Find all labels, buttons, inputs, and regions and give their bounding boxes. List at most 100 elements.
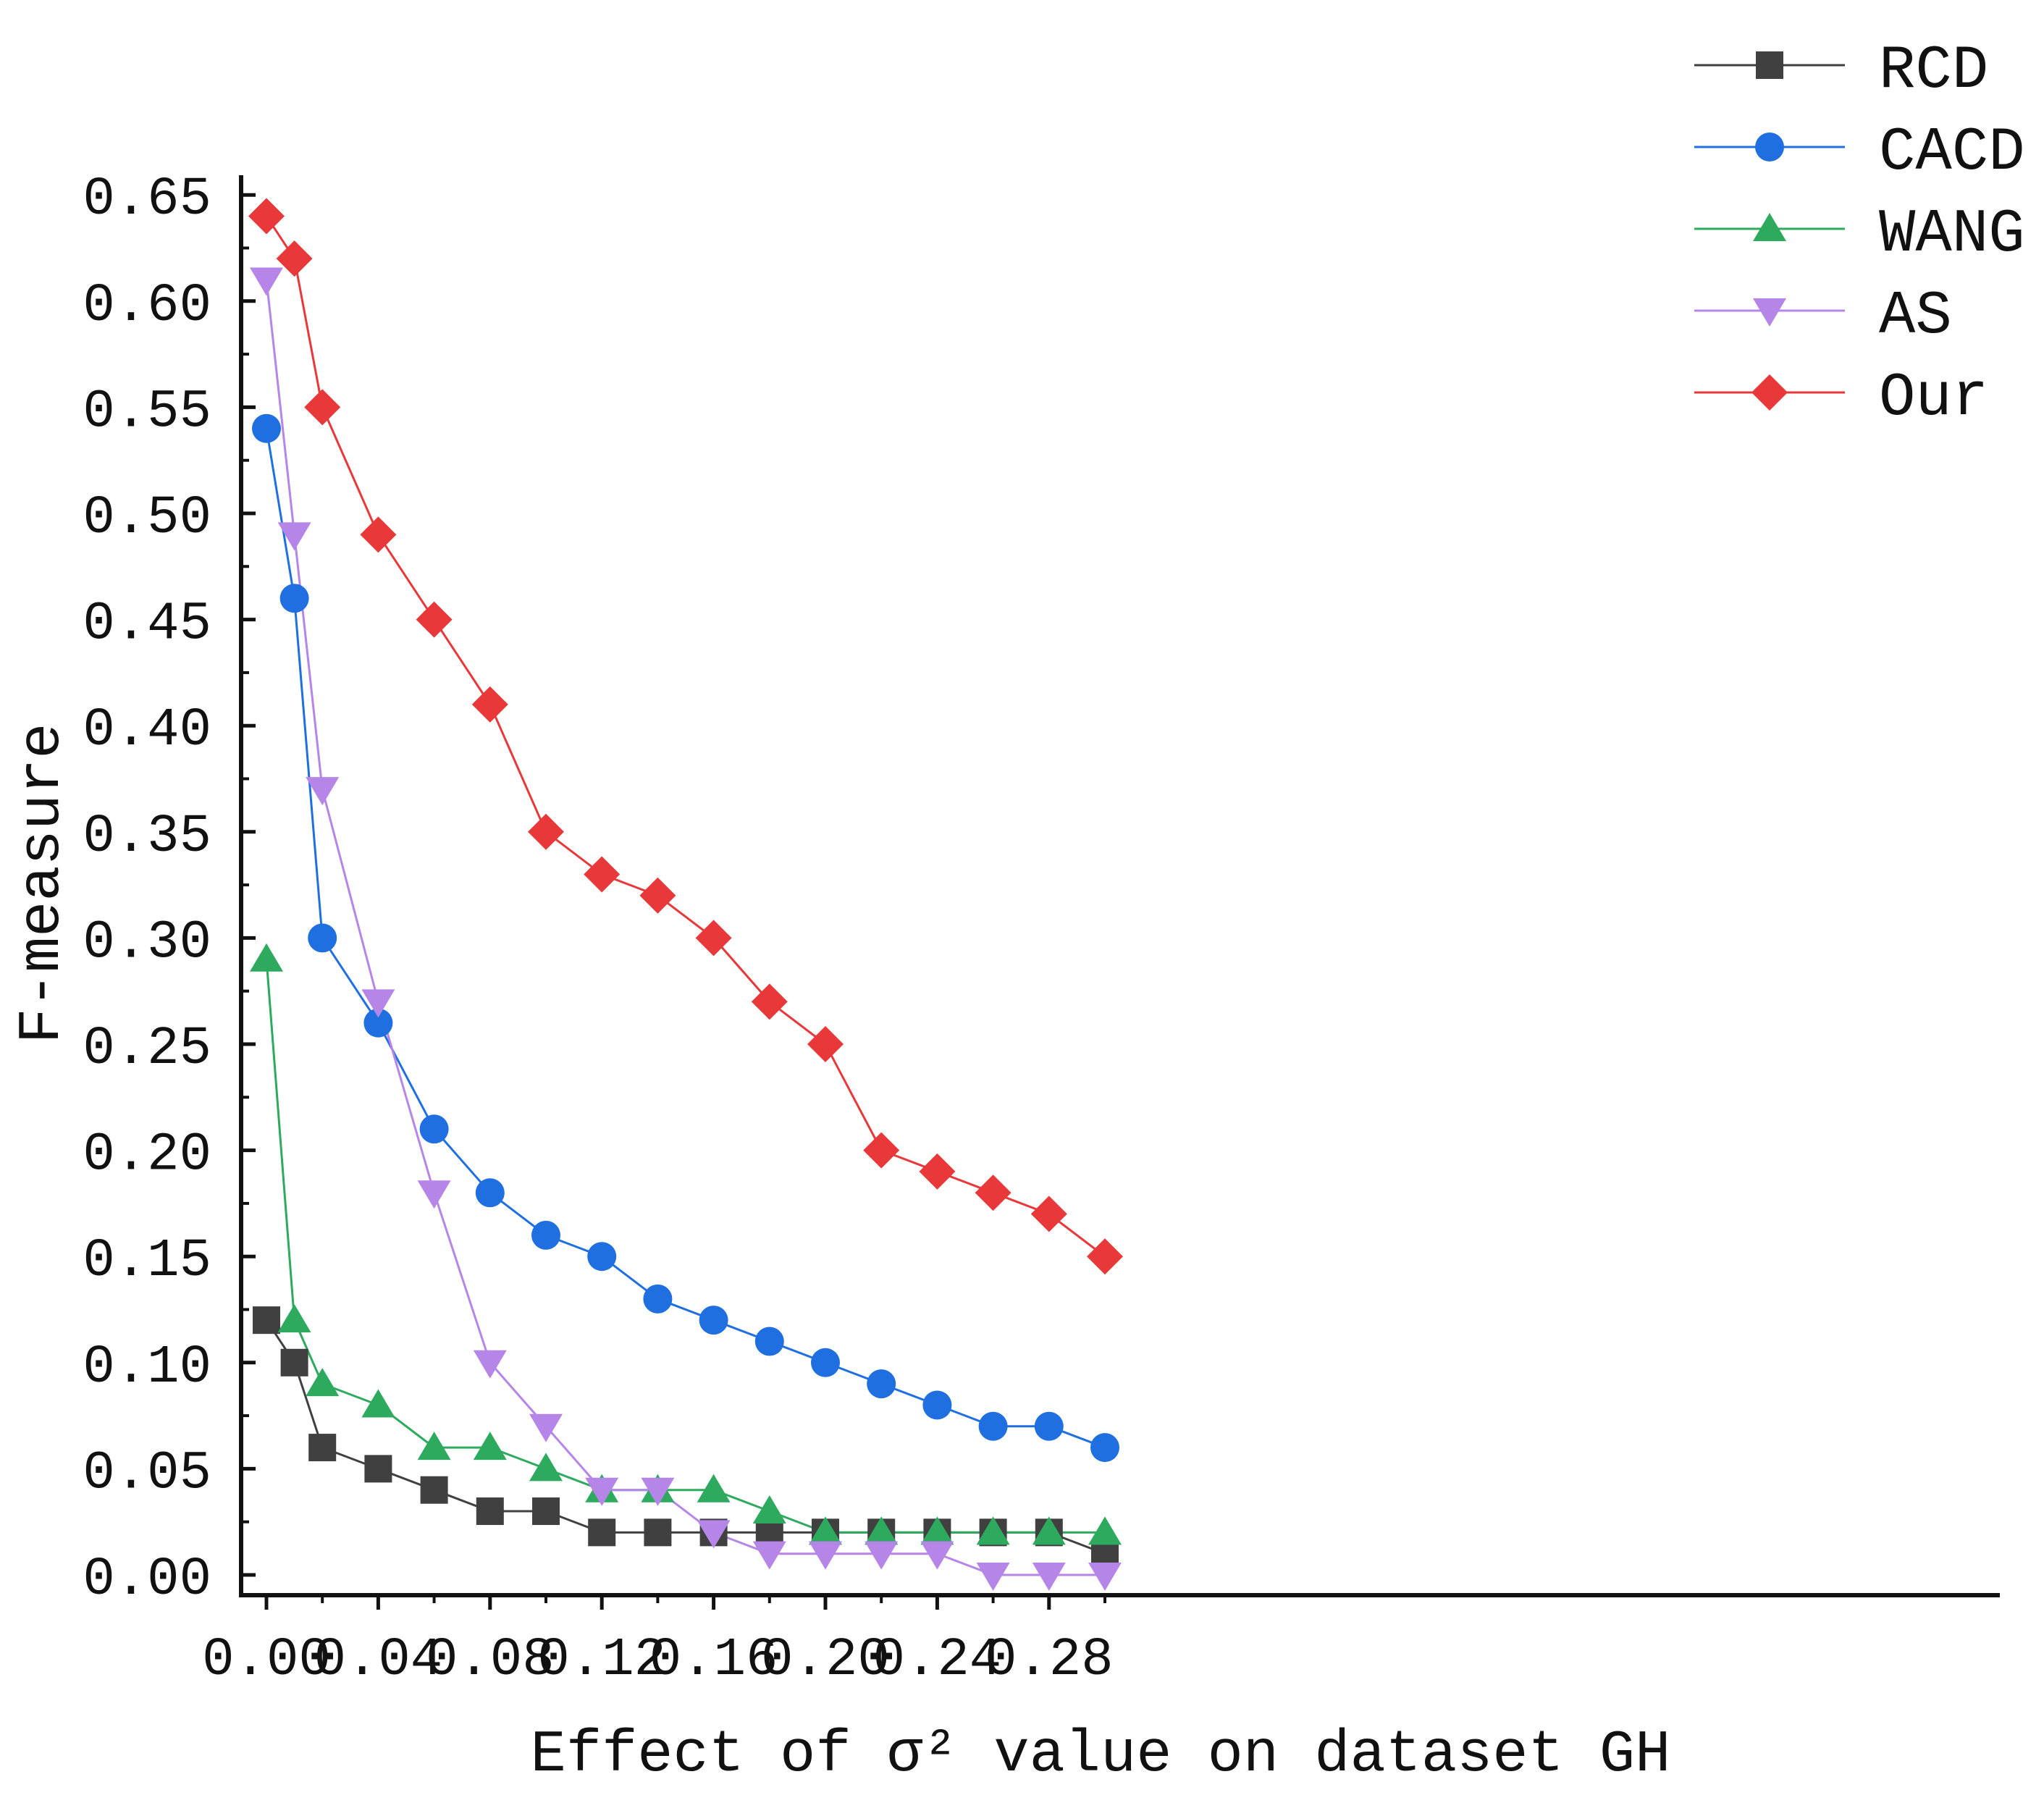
data-point-rcd (280, 1348, 308, 1377)
data-point-as (361, 989, 395, 1018)
data-point-as (920, 1541, 954, 1570)
y-tick-label: 0.10 (83, 1337, 211, 1398)
x-tick-label: 0.04 (314, 1630, 443, 1691)
y-tick-label: 0.55 (83, 382, 211, 442)
data-point-as (809, 1541, 842, 1570)
data-point-our (807, 1026, 844, 1062)
data-point-as (473, 1350, 507, 1379)
legend-label-wang: WANG (1879, 201, 2025, 269)
y-tick-label: 0.25 (83, 1019, 211, 1080)
data-point-rcd (588, 1518, 616, 1547)
data-point-our (919, 1153, 956, 1190)
data-point-our (276, 240, 313, 277)
data-point-wang (1032, 1516, 1066, 1545)
legend-label-cacd: CACD (1879, 119, 2025, 188)
data-point-cacd (811, 1348, 840, 1377)
data-point-cacd (754, 1327, 784, 1356)
data-point-cacd (699, 1306, 728, 1335)
data-point-rcd (476, 1497, 504, 1526)
data-point-cacd (922, 1390, 952, 1420)
y-tick-label: 0.05 (83, 1443, 211, 1504)
data-point-wang (1088, 1516, 1122, 1545)
data-point-wang (250, 943, 283, 972)
data-point-our (471, 686, 508, 723)
data-point-wang (529, 1453, 563, 1482)
series-line-cacd (265, 428, 1106, 1449)
legend-marker-as (1753, 298, 1786, 327)
data-point-as (976, 1563, 1010, 1591)
x-tick-label: 0.08 (426, 1630, 555, 1691)
data-point-wang (306, 1368, 340, 1397)
y-tick-label: 0.00 (83, 1550, 211, 1610)
data-point-our (1030, 1195, 1067, 1232)
data-point-cacd (363, 1008, 393, 1038)
data-point-our (416, 601, 453, 638)
data-point-wang (976, 1516, 1010, 1545)
data-point-as (277, 522, 311, 551)
x-tick-label: 0.16 (649, 1630, 778, 1691)
data-point-our (751, 983, 788, 1020)
series-line-wang (265, 959, 1105, 1534)
x-tick-label: 0.20 (761, 1630, 890, 1691)
x-tick-label: 0.28 (985, 1630, 1114, 1691)
data-point-rcd (420, 1476, 448, 1504)
data-point-as (417, 1180, 451, 1209)
data-point-cacd (279, 584, 309, 613)
data-point-our (863, 1132, 900, 1169)
data-point-rcd (644, 1518, 672, 1547)
data-point-cacd (587, 1242, 617, 1272)
data-point-as (1032, 1563, 1066, 1591)
data-point-cacd (475, 1178, 505, 1208)
y-tick-label: 0.60 (83, 276, 211, 337)
x-tick-label: 0.24 (873, 1630, 1002, 1691)
data-point-cacd (867, 1369, 896, 1399)
legend-item-as: AS (1694, 282, 1952, 351)
data-point-cacd (252, 413, 281, 443)
y-tick-label: 0.15 (83, 1231, 211, 1292)
x-tick-label: 0.12 (537, 1630, 666, 1691)
data-point-cacd (531, 1220, 560, 1250)
data-point-our (639, 877, 676, 914)
data-point-cacd (643, 1284, 673, 1314)
y-tick-label: 0.65 (83, 169, 211, 230)
data-point-as (697, 1520, 731, 1549)
data-point-as (306, 777, 340, 806)
data-point-rcd (364, 1455, 392, 1483)
x-axis-title: Effect of σ² value on dataset GH (531, 1721, 1671, 1789)
data-point-our (528, 813, 564, 850)
data-point-as (250, 267, 283, 296)
data-point-as (641, 1477, 675, 1506)
data-point-wang (277, 1304, 311, 1333)
series-line-rcd (265, 1319, 1106, 1555)
y-tick-label: 0.35 (83, 807, 211, 867)
legend: RCD CACD WANG AS Our (1694, 37, 2025, 433)
data-point-wang (865, 1516, 899, 1545)
data-point-our (695, 920, 732, 957)
legend-marker-rcd (1756, 51, 1783, 79)
data-point-wang (417, 1432, 451, 1461)
data-point-our (1087, 1238, 1123, 1275)
data-point-cacd (308, 923, 337, 953)
x-tick-label: 0.00 (202, 1630, 331, 1691)
data-point-wang (697, 1474, 731, 1502)
data-point-our (584, 856, 621, 893)
legend-marker-our (1751, 374, 1788, 411)
data-point-our (360, 516, 397, 553)
data-point-as (529, 1413, 563, 1442)
y-axis-title: F-measure (9, 723, 76, 1044)
legend-label-our: Our (1879, 364, 1988, 433)
series-lines (265, 215, 1106, 1576)
data-point-cacd (1090, 1433, 1119, 1463)
series-line-as (265, 280, 1105, 1576)
data-point-cacd (1034, 1411, 1064, 1441)
y-tick-label: 0.20 (83, 1125, 211, 1186)
legend-label-rcd: RCD (1879, 37, 1988, 106)
data-point-rcd (532, 1497, 560, 1526)
data-point-wang (920, 1516, 954, 1545)
data-point-our (304, 389, 341, 426)
y-tick-label: 0.30 (83, 912, 211, 973)
y-tick-label: 0.50 (83, 488, 211, 549)
legend-item-our: Our (1694, 364, 1988, 433)
data-point-as (865, 1541, 899, 1570)
data-point-as (752, 1541, 786, 1570)
